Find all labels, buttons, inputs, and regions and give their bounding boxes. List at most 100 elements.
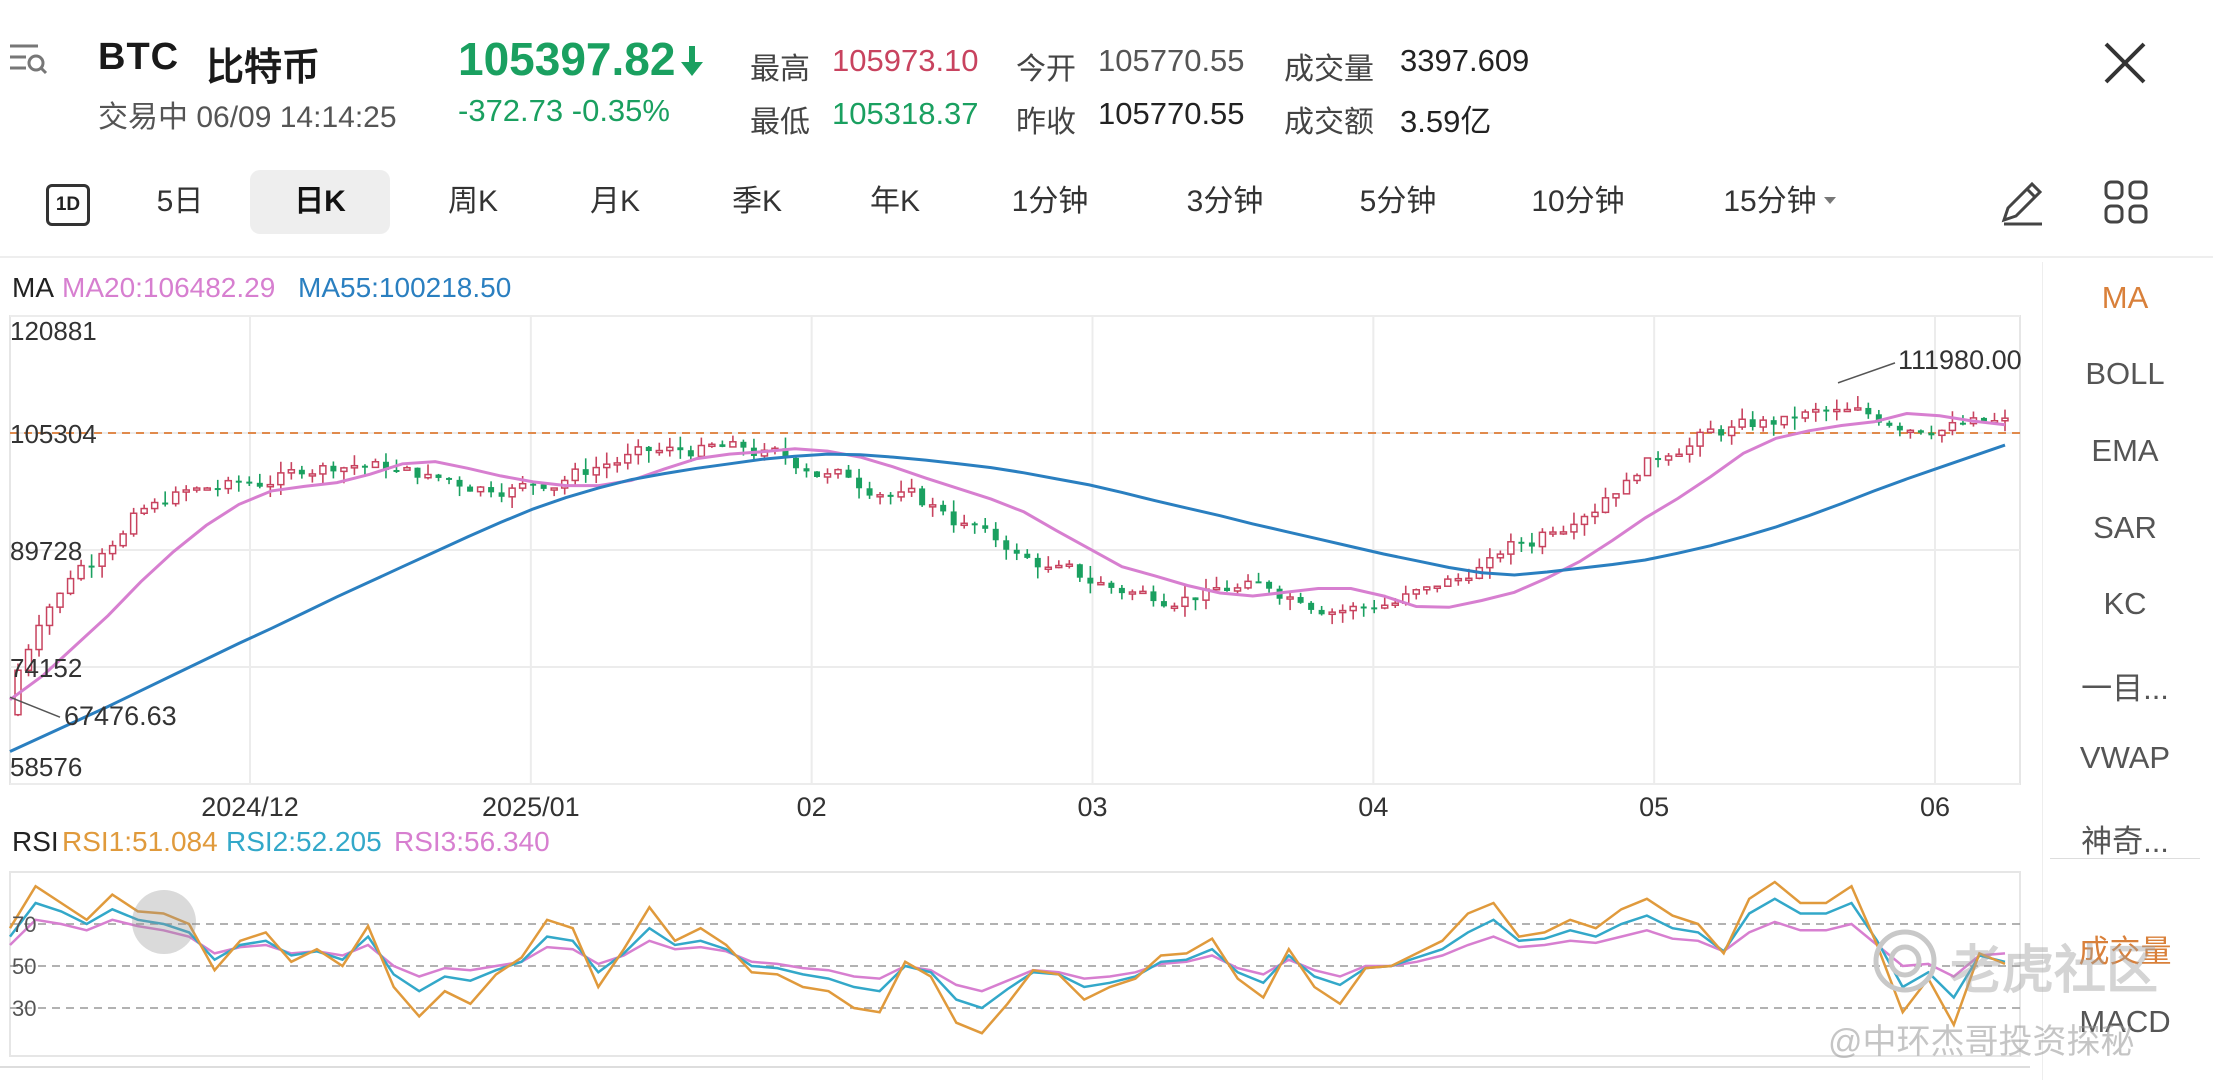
candle-body-up <box>655 449 664 454</box>
candle-body-down <box>1770 420 1777 425</box>
candle-body-up <box>1128 591 1137 595</box>
candle-body-down <box>940 504 947 512</box>
candle-body-up <box>1759 419 1767 428</box>
candle-body-down <box>982 525 989 529</box>
candle-body-down <box>1192 597 1199 601</box>
rsi-chart[interactable]: 70 50 30 <box>0 860 2030 1060</box>
candle-body-up <box>182 489 190 493</box>
candle-body-up <box>1212 587 1221 591</box>
candle-body-down <box>1655 457 1662 461</box>
candle-body-down <box>88 565 95 568</box>
rsi2-line <box>9 897 2006 1010</box>
candle-body-up <box>1738 418 1746 428</box>
side-item-ichimoku[interactable]: 一目... <box>2081 671 2169 706</box>
tab-10min[interactable]: 10分钟 <box>1531 185 1625 218</box>
candle-body-up <box>1591 511 1599 518</box>
rsi3-legend: RSI3:56.340 <box>394 826 550 857</box>
tab-1min[interactable]: 1分钟 <box>1011 185 1089 218</box>
dropdown-caret-icon[interactable] <box>1822 192 1838 208</box>
candle-body-up <box>1601 497 1610 514</box>
tab-monthly-k[interactable]: 月K <box>589 185 640 218</box>
rsi1-line <box>8 880 2006 1035</box>
candle-body-down <box>792 457 799 469</box>
side-item-vwap[interactable]: VWAP <box>2079 740 2171 775</box>
candle-body-down <box>1024 553 1031 558</box>
candle-body-up <box>729 441 737 448</box>
side-item-kc[interactable]: KC <box>2103 586 2147 621</box>
candle-body-up <box>1380 604 1389 609</box>
tab-3min[interactable]: 3分钟 <box>1186 185 1264 218</box>
candle-body-up <box>35 624 43 651</box>
pencil-draw-icon[interactable] <box>1996 176 2048 228</box>
rsi-indicator-label[interactable]: RSI <box>12 826 59 857</box>
tab-5day[interactable]: 5日 <box>156 185 204 218</box>
side-item-volume[interactable]: 成交量 <box>2078 934 2172 969</box>
candle-body-up <box>928 504 937 508</box>
side-item-ema[interactable]: EMA <box>2091 433 2159 468</box>
high-annotation-label: 111980.00 <box>1898 345 2022 375</box>
chart-crosshair-handle[interactable] <box>132 890 196 954</box>
ma-indicator-label[interactable]: MA <box>12 272 54 303</box>
tab-weekly-k[interactable]: 周K <box>447 185 498 218</box>
close-icon[interactable] <box>2100 38 2150 88</box>
candle-body-up <box>24 648 33 671</box>
candle-body-up <box>550 487 558 491</box>
candle-body-down <box>246 481 253 484</box>
list-menu-icon[interactable] <box>8 42 48 76</box>
rsi-tick-label: 30 <box>12 996 36 1021</box>
candle-body-up <box>1854 407 1862 411</box>
candle-body-down <box>1749 419 1756 428</box>
side-item-ma[interactable]: MA <box>2101 280 2149 315</box>
candle-body-down <box>992 528 999 541</box>
candle-body-up <box>1706 428 1715 434</box>
candle-body-up <box>697 444 706 458</box>
candle-body-up <box>1622 479 1631 495</box>
candle-body-down <box>1886 422 1893 426</box>
tab-daily-k[interactable]: 日K <box>250 170 390 234</box>
candle-body-down <box>1718 429 1725 436</box>
candle-body-up <box>1833 408 1841 413</box>
candle-body-up <box>1328 611 1336 616</box>
side-item-sar[interactable]: SAR <box>2093 510 2157 545</box>
candle-body-up <box>907 487 916 493</box>
period-tab-bar: 1D 5日 日K 周K 月K 季K 年K 1分钟 3分钟 5分钟 10分钟 15… <box>0 170 2213 242</box>
candle-body-up <box>666 446 674 452</box>
candle-body-down <box>1224 587 1231 591</box>
candle-body-up <box>1181 596 1189 608</box>
candle-body-up <box>1612 493 1620 499</box>
main-chart-labels: 120881 105304 89728 74152 58576 2024/12 2025/0… <box>9 316 2022 822</box>
y-tick-label: 105304 <box>10 419 97 449</box>
candle-body-up <box>1507 541 1515 555</box>
candle-body-down <box>214 488 221 491</box>
candle-body-up <box>1906 429 1915 434</box>
candle-body-down <box>645 446 652 452</box>
tab-1d-badge[interactable]: 1D <box>46 184 90 226</box>
side-item-macd[interactable]: MACD <box>2079 1004 2171 1039</box>
tab-15min[interactable]: 15分钟 <box>1723 185 1817 218</box>
candle-body-down <box>330 465 337 472</box>
side-item-boll[interactable]: BOLL <box>2085 356 2165 391</box>
candle-body-up <box>1412 589 1421 595</box>
candle-body-up <box>960 522 968 527</box>
candle-body-up <box>1948 421 1957 432</box>
tab-yearly-k[interactable]: 年K <box>869 185 920 218</box>
quote-value-volume: 3397.609 <box>1400 43 1530 78</box>
candle-body-down <box>950 511 957 526</box>
side-item-magic[interactable]: 神奇... <box>2081 824 2169 859</box>
candle-body-down <box>1108 582 1115 588</box>
candle-body-down <box>256 482 263 487</box>
candle-body-up <box>1349 605 1357 612</box>
candle-body-up <box>602 463 611 469</box>
tab-5min[interactable]: 5分钟 <box>1359 185 1437 218</box>
candle-body-up <box>1780 415 1788 426</box>
candle-body-down <box>719 444 726 447</box>
x-tick-label: 05 <box>1639 792 1669 822</box>
candle-body-down <box>1034 557 1041 568</box>
grid-layout-icon[interactable] <box>2100 176 2152 228</box>
tab-quarterly-k[interactable]: 季K <box>731 185 782 218</box>
candlestick-chart[interactable]: 120881 105304 89728 74152 58576 2024/12 2025/0… <box>0 300 2030 830</box>
candle-body-up <box>108 544 117 555</box>
candle-body-up <box>371 461 380 469</box>
candle-body-up <box>1465 577 1473 582</box>
tiger-logo-icon <box>1873 929 1937 993</box>
